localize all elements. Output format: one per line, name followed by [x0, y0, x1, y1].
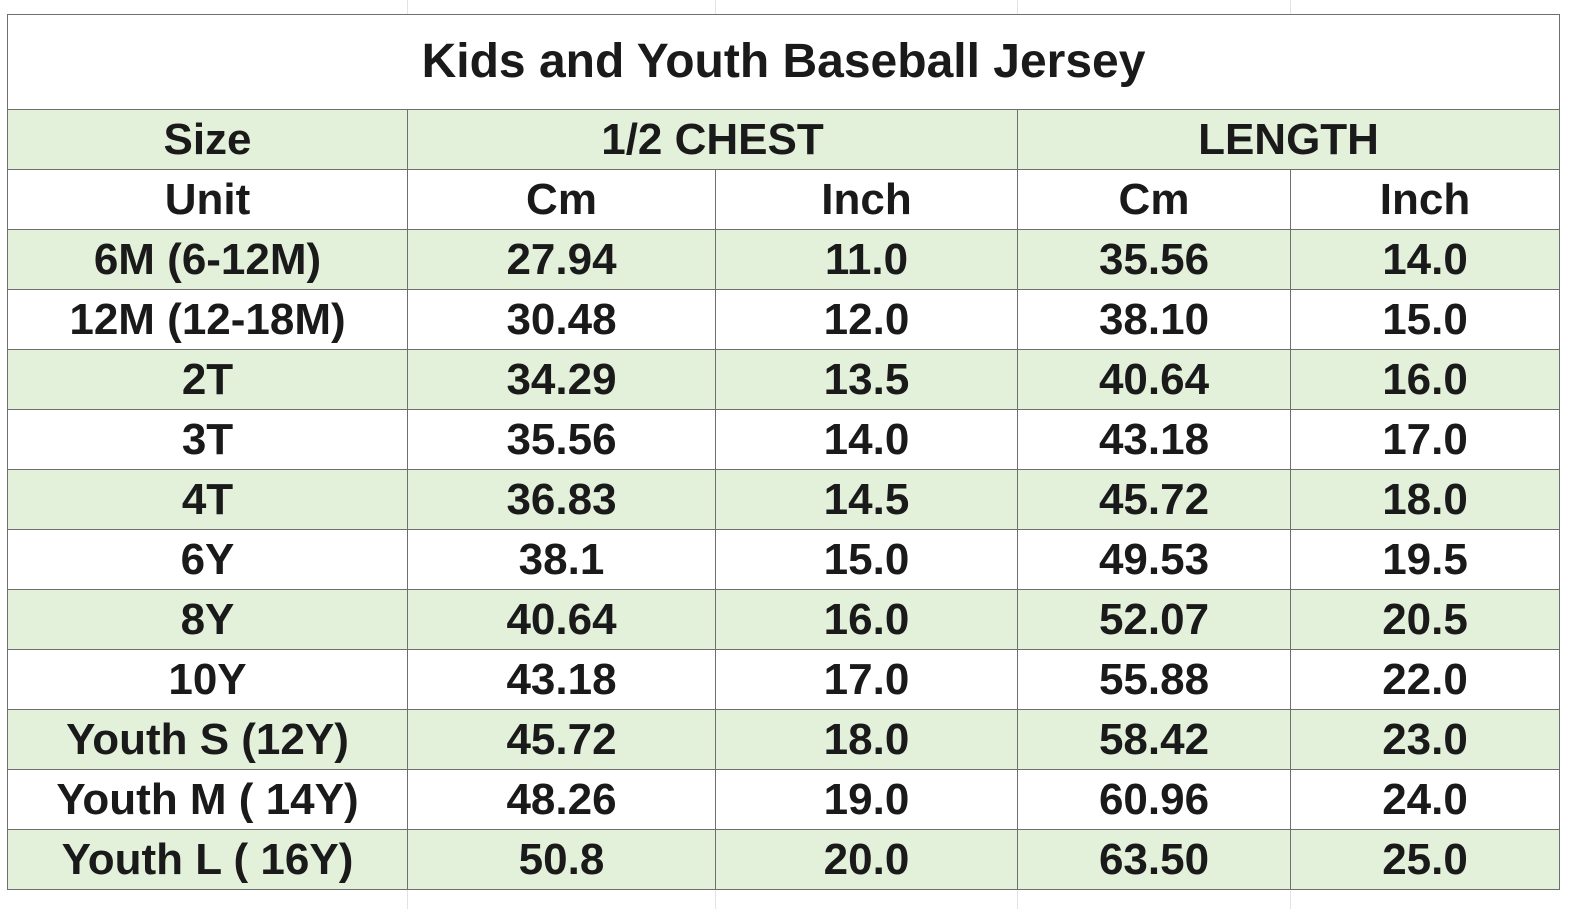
chest-cm-cell: 45.72 — [407, 709, 716, 770]
chest-inch-cell: 20.0 — [715, 829, 1018, 890]
chest-inch-cell: 18.0 — [715, 709, 1018, 770]
length-inch-cell: 23.0 — [1289, 709, 1561, 770]
length-cm-cell: 35.56 — [1017, 229, 1291, 290]
length-inch-cell: 19.5 — [1289, 529, 1561, 590]
length-header: LENGTH — [1016, 109, 1561, 170]
length-cm-cell: 49.53 — [1017, 529, 1291, 590]
table-row: Youth S (12Y) 45.72 18.0 58.42 23.0 — [7, 709, 1561, 770]
size-cell: 6Y — [7, 529, 408, 590]
table-row: 6M (6-12M) 27.94 11.0 35.56 14.0 — [7, 229, 1561, 290]
size-cell: Youth L ( 16Y) — [7, 829, 408, 890]
length-cm-cell: 63.50 — [1017, 829, 1291, 890]
length-inch-cell: 17.0 — [1289, 409, 1561, 470]
table-row: 4T 36.83 14.5 45.72 18.0 — [7, 469, 1561, 530]
size-cell: 10Y — [7, 649, 408, 710]
chest-inch-unit: Inch — [715, 169, 1018, 230]
chest-cm-cell: 35.56 — [407, 409, 716, 470]
length-cm-cell: 45.72 — [1017, 469, 1291, 530]
chest-cm-cell: 43.18 — [407, 649, 716, 710]
size-header: Size — [7, 109, 408, 170]
table-row: Youth L ( 16Y) 50.8 20.0 63.50 25.0 — [7, 829, 1561, 890]
table-row: Youth M ( 14Y) 48.26 19.0 60.96 24.0 — [7, 769, 1561, 830]
chart-title: Kids and Youth Baseball Jersey — [6, 14, 1561, 110]
chest-inch-cell: 19.0 — [715, 769, 1018, 830]
size-cell: 3T — [7, 409, 408, 470]
size-cell: 8Y — [7, 589, 408, 650]
length-cm-cell: 58.42 — [1017, 709, 1291, 770]
table-row: 2T 34.29 13.5 40.64 16.0 — [7, 349, 1561, 410]
header-row: Size 1/2 CHEST LENGTH — [7, 109, 1561, 170]
chest-inch-cell: 14.5 — [715, 469, 1018, 530]
chest-cm-cell: 50.8 — [407, 829, 716, 890]
chest-inch-cell: 13.5 — [715, 349, 1018, 410]
table-row: 12M (12-18M) 30.48 12.0 38.10 15.0 — [7, 289, 1561, 350]
unit-row: Unit Cm Inch Cm Inch — [7, 169, 1561, 230]
table-row: 6Y 38.1 15.0 49.53 19.5 — [7, 529, 1561, 590]
length-inch-cell: 18.0 — [1289, 469, 1561, 530]
length-inch-cell: 15.0 — [1289, 289, 1561, 350]
size-chart-table: Kids and Youth Baseball Jersey Size 1/2 … — [6, 14, 1561, 890]
length-inch-cell: 22.0 — [1289, 649, 1561, 710]
chest-cm-cell: 48.26 — [407, 769, 716, 830]
length-cm-cell: 40.64 — [1017, 349, 1291, 410]
chest-cm-cell: 30.48 — [407, 289, 716, 350]
chest-cm-cell: 40.64 — [407, 589, 716, 650]
size-chart-sheet: Kids and Youth Baseball Jersey Size 1/2 … — [6, 14, 1561, 890]
size-cell: 6M (6-12M) — [7, 229, 408, 290]
length-inch-unit: Inch — [1289, 169, 1561, 230]
unit-label: Unit — [7, 169, 408, 230]
size-cell: 4T — [7, 469, 408, 530]
chest-cm-unit: Cm — [407, 169, 716, 230]
length-cm-cell: 38.10 — [1017, 289, 1291, 350]
length-cm-cell: 52.07 — [1017, 589, 1291, 650]
chest-inch-cell: 12.0 — [715, 289, 1018, 350]
chest-inch-cell: 11.0 — [715, 229, 1018, 290]
length-inch-cell: 16.0 — [1289, 349, 1561, 410]
title-row: Kids and Youth Baseball Jersey — [6, 14, 1561, 110]
size-cell: 2T — [7, 349, 408, 410]
length-inch-cell: 24.0 — [1289, 769, 1561, 830]
chest-inch-cell: 16.0 — [715, 589, 1018, 650]
chest-inch-cell: 14.0 — [715, 409, 1018, 470]
chest-cm-cell: 27.94 — [407, 229, 716, 290]
size-cell: 12M (12-18M) — [7, 289, 408, 350]
length-inch-cell: 20.5 — [1289, 589, 1561, 650]
size-cell: Youth M ( 14Y) — [7, 769, 408, 830]
length-cm-cell: 55.88 — [1017, 649, 1291, 710]
table-row: 8Y 40.64 16.0 52.07 20.5 — [7, 589, 1561, 650]
table-row: 3T 35.56 14.0 43.18 17.0 — [7, 409, 1561, 470]
chest-inch-cell: 17.0 — [715, 649, 1018, 710]
length-cm-unit: Cm — [1017, 169, 1291, 230]
chest-inch-cell: 15.0 — [715, 529, 1018, 590]
length-cm-cell: 43.18 — [1017, 409, 1291, 470]
length-cm-cell: 60.96 — [1017, 769, 1291, 830]
length-inch-cell: 25.0 — [1289, 829, 1561, 890]
chest-cm-cell: 38.1 — [407, 529, 716, 590]
chest-cm-cell: 34.29 — [407, 349, 716, 410]
chest-header: 1/2 CHEST — [407, 109, 1018, 170]
size-cell: Youth S (12Y) — [7, 709, 408, 770]
length-inch-cell: 14.0 — [1289, 229, 1561, 290]
table-row: 10Y 43.18 17.0 55.88 22.0 — [7, 649, 1561, 710]
chest-cm-cell: 36.83 — [407, 469, 716, 530]
